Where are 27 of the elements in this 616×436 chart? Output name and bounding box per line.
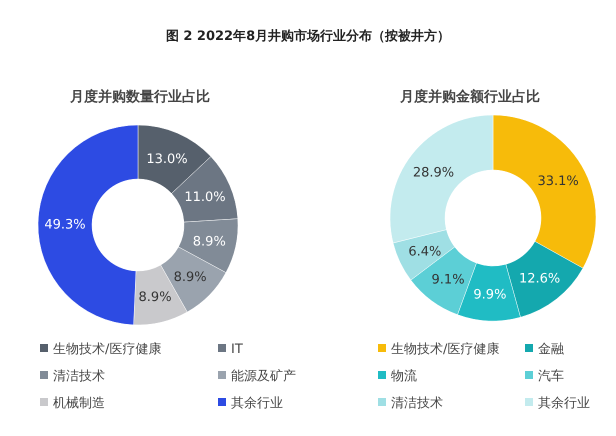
chart-subtitle: 月度并购数量行业占比 [69, 88, 210, 105]
legend-label: 机械制造 [53, 396, 105, 411]
data-label: 6.4% [408, 244, 442, 260]
legend-label: 清洁技术 [53, 369, 105, 384]
data-label: 11.0% [184, 190, 226, 206]
legend-label: 汽车 [538, 369, 564, 384]
data-label: 13.0% [146, 152, 188, 168]
data-label: 49.3% [44, 217, 86, 232]
data-label: 12.6% [518, 271, 560, 286]
data-label: 8.9% [192, 234, 226, 250]
legend-label: 金融 [538, 342, 564, 357]
legend-label: 生物技术/医疗健康 [53, 342, 162, 357]
legend-label: 清洁技术 [391, 396, 443, 411]
data-label: 9.1% [432, 272, 465, 288]
legend-label: 物流 [391, 368, 417, 384]
legend-label: 其余行业 [231, 396, 283, 411]
legend-label: IT [231, 342, 243, 357]
chart-title: 图 2 2022年8月井购市场行业分布（按被井方） [166, 28, 450, 44]
data-label: 8.9% [174, 270, 207, 286]
data-label: 33.1% [537, 174, 579, 189]
legend-label: 生物技术/医疗健康 [391, 342, 500, 357]
legend-label: 其余行业 [538, 396, 590, 411]
legend-label: 能源及矿产 [231, 369, 296, 384]
data-label: 8.9% [138, 290, 172, 305]
chart-subtitle: 月度并购金额行业占比 [399, 88, 540, 105]
data-label: 28.9% [412, 166, 454, 181]
data-label: 9.9% [473, 287, 506, 302]
